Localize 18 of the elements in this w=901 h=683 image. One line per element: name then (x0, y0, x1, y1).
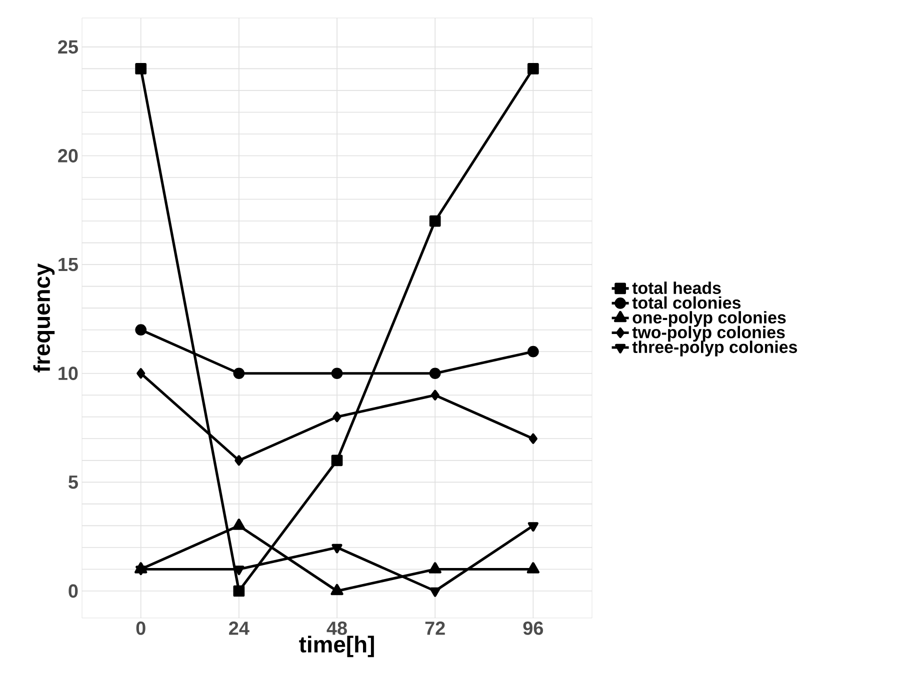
x-axis-title: time[h] (299, 636, 374, 658)
y-tick-label: 0 (68, 584, 78, 598)
y-tick-label: 15 (58, 258, 78, 272)
y-tick-label: 25 (58, 40, 78, 54)
x-tick-label: 48 (326, 622, 347, 635)
legend-label: total heads (632, 282, 721, 294)
y-tick-label: 20 (58, 149, 78, 162)
legend-label: one-polyp colonies (632, 311, 786, 327)
y-tick-label: 10 (58, 366, 78, 380)
x-tick-label: 24 (229, 622, 250, 635)
y-tick-label: 5 (68, 476, 78, 489)
legend-label: two-polyp colonies (632, 326, 785, 342)
x-tick-label: 96 (523, 622, 544, 635)
y-axis-title: frequency (33, 263, 55, 372)
x-tick-label: 72 (425, 622, 445, 635)
x-tick-label: 0 (136, 622, 146, 635)
legend-label: three-polyp colonies (632, 340, 798, 356)
legend-label: total colonies (632, 296, 741, 309)
